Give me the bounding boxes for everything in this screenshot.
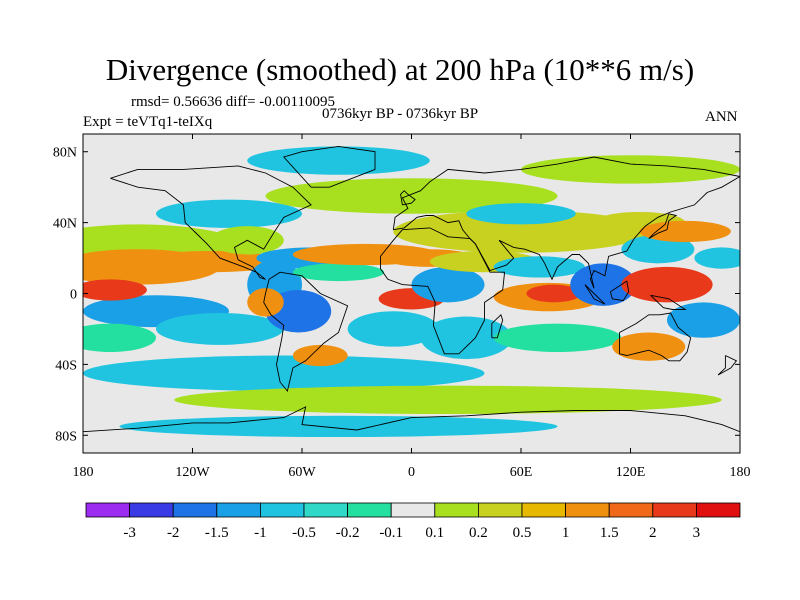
map-title: Divergence (smoothed) at 200 hPa (10**6 …	[105, 52, 695, 87]
colorbar-label: 1.5	[600, 525, 619, 541]
colorbar-swatch	[434, 502, 479, 518]
coastline	[619, 312, 692, 362]
field-region	[265, 178, 558, 214]
coastline	[263, 271, 349, 392]
coastline	[648, 213, 678, 239]
coastline	[650, 294, 687, 310]
season-text: ANN	[705, 109, 738, 125]
colorbar-swatch	[652, 502, 697, 518]
lat-tick-label: 80S	[55, 429, 77, 444]
field-region	[493, 256, 585, 278]
coastline	[584, 284, 606, 305]
field-region	[612, 332, 686, 361]
colorbar-label: 0.2	[469, 525, 488, 541]
experiment-text: Expt = teVTq1-teIXq	[83, 114, 213, 130]
colorbar-label: 3	[693, 525, 701, 541]
field-region	[83, 279, 147, 301]
colorbar-label: 0.5	[513, 525, 532, 541]
lon-tick-label: 60W	[288, 465, 316, 480]
map-panel: 80N 40N 0 40S 80S 180 120W 60W 0 60E 120E 180	[53, 133, 751, 480]
colorbar-swatch	[172, 502, 218, 518]
colorbar-label: 1	[562, 525, 570, 541]
latitude-axis: 80N 40N 0 40S 80S	[53, 146, 740, 444]
lon-tick-label: 180	[730, 465, 751, 480]
colorbar-swatch	[565, 502, 610, 518]
divergence-field	[83, 146, 740, 438]
longitude-axis: 180 120W 60W 0 60E 120E 180	[73, 134, 751, 480]
field-region	[347, 311, 439, 347]
colorbar-label: -3	[123, 525, 136, 541]
field-region	[411, 266, 485, 303]
colorbar-label: -0.5	[292, 525, 316, 541]
field-region	[156, 199, 302, 228]
colorbar-label: -1	[254, 525, 267, 541]
field-region	[83, 323, 156, 352]
coastline	[392, 156, 740, 289]
lat-tick-label: 40S	[55, 358, 77, 373]
colorbar-swatch	[347, 502, 392, 518]
lat-tick-label: 0	[70, 288, 77, 303]
field-region	[247, 288, 284, 317]
field-region	[174, 385, 722, 415]
field-region	[521, 155, 740, 184]
field-region	[119, 415, 558, 438]
field-region	[137, 250, 284, 273]
coastline	[609, 280, 630, 302]
field-region	[247, 146, 430, 175]
lon-tick-label: 180	[73, 465, 94, 480]
colorbar-label: -0.1	[379, 525, 403, 541]
colorbar-swatch	[303, 502, 348, 518]
field-region	[667, 302, 740, 338]
lat-tick-label: 80N	[53, 146, 77, 161]
coastline	[400, 190, 416, 206]
coastline	[380, 227, 506, 355]
colorbar-swatch	[259, 502, 305, 518]
field-region	[466, 203, 576, 225]
lon-tick-label: 0	[408, 465, 415, 480]
colorbar-swatch	[129, 502, 174, 518]
colorbar-swatch	[521, 502, 566, 518]
coastline	[83, 406, 740, 433]
colorbar-label: 2	[649, 525, 657, 541]
colorbar-swatch	[608, 502, 654, 518]
field-region	[292, 263, 385, 282]
coastline	[110, 165, 312, 280]
lon-tick-label: 120E	[616, 465, 646, 480]
colorbar-swatch	[390, 502, 436, 518]
coastline	[491, 313, 504, 339]
colorbar-swatch	[85, 502, 130, 518]
lat-tick-label: 40N	[53, 217, 77, 232]
field-region	[493, 323, 622, 352]
colorbar-label: 0.1	[425, 525, 444, 541]
coastline	[282, 145, 376, 188]
stats-text: rmsd= 0.56636 diff= -0.00110095	[131, 94, 335, 110]
colorbar-label: -1.5	[205, 525, 229, 541]
lon-tick-label: 60E	[510, 465, 533, 480]
colorbar: -3 -2 -1.5 -1 -0.5 -0.2 -0.1 0.1 0.2 0.5 1 1.5 2 3	[85, 502, 741, 541]
field-region	[570, 263, 636, 306]
lon-tick-label: 120W	[175, 465, 210, 480]
field-region	[621, 266, 713, 303]
field-region	[526, 284, 582, 303]
coastlines	[83, 145, 740, 433]
field-region	[83, 355, 485, 391]
coastline	[717, 355, 738, 376]
field-region	[156, 312, 284, 345]
colorbar-swatch	[216, 502, 261, 518]
field-region	[639, 220, 731, 243]
field-region	[621, 235, 695, 264]
period-text: 0736kyr BP - 0736kyr BP	[322, 106, 479, 122]
field-region	[694, 247, 740, 269]
field-region	[420, 316, 512, 360]
colorbar-label: -0.2	[336, 525, 360, 541]
colorbar-swatch	[696, 502, 741, 518]
colorbar-label: -2	[167, 525, 180, 541]
field-region	[292, 344, 348, 367]
colorbar-swatch	[477, 502, 523, 518]
